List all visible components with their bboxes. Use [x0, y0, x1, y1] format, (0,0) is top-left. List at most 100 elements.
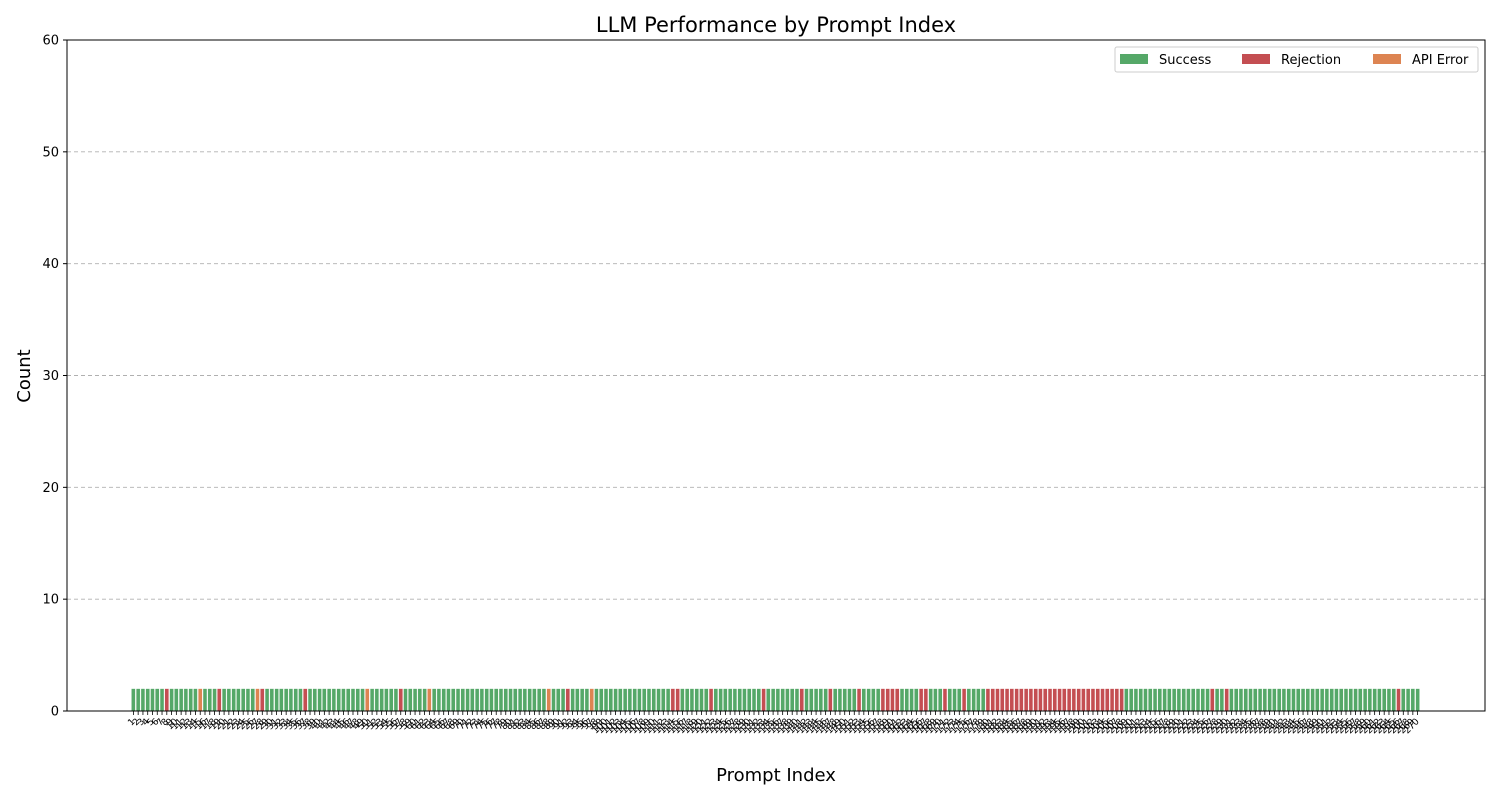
bar-segment [1262, 688, 1267, 712]
bar-segment [1076, 688, 1081, 712]
bar-segment [785, 688, 790, 712]
bar-segment [560, 688, 566, 712]
bar-segment [179, 688, 184, 712]
y-tick-label: 50 [42, 145, 59, 160]
bar-segment [1362, 688, 1368, 712]
chart-title: LLM Performance by Prompt Index [596, 13, 956, 37]
x-tick-label: 5 [145, 717, 156, 728]
bar-segment [140, 688, 146, 712]
legend-frame [1114, 46, 1479, 73]
bar-segment [274, 688, 279, 712]
bar-segment [403, 688, 408, 712]
bar-segment [637, 688, 642, 712]
bar-segment [379, 688, 384, 712]
bar-segment [556, 688, 561, 712]
bar-segment [312, 688, 317, 712]
bar-segment [327, 688, 332, 712]
bar-segment [608, 688, 613, 712]
bar-segment [1014, 688, 1019, 712]
bar-segment [646, 688, 652, 712]
bar-segment [599, 688, 604, 712]
bar-segment [1024, 688, 1029, 712]
bar-segment [365, 688, 370, 712]
legend-swatch-success [1120, 54, 1148, 64]
bar-segment [1124, 688, 1129, 712]
bar-segment [813, 688, 819, 712]
bar-segment [451, 688, 456, 712]
bar-segment [150, 688, 155, 712]
bar-segment [852, 688, 857, 712]
bar-segment [1238, 688, 1244, 712]
bar-segment [818, 688, 823, 712]
bar-segment [914, 688, 919, 712]
bar-segment [842, 688, 847, 712]
bar-segment [131, 688, 136, 712]
bar-segment [1324, 688, 1330, 712]
x-tick-label: 7 [155, 717, 166, 728]
bar-segment [1019, 688, 1024, 712]
bar-segment [1334, 688, 1339, 712]
y-tick-label: 60 [42, 34, 59, 49]
bar-segment [503, 688, 508, 712]
bar-segment [732, 688, 738, 712]
bar-segment [241, 688, 246, 712]
y-tick-label: 0 [51, 705, 59, 720]
bar-segment [207, 688, 212, 712]
bar-segment [1119, 688, 1124, 712]
bar-segment [651, 688, 656, 712]
bar-segment [627, 688, 632, 712]
bar-segment [1000, 688, 1005, 712]
bar-segment [513, 688, 518, 712]
bar-segment [1224, 688, 1229, 712]
bar-segment [408, 688, 413, 712]
bar-segment [1095, 688, 1100, 712]
bar-segment [833, 688, 838, 712]
bar-segment [417, 688, 422, 712]
bar-segment [1382, 688, 1387, 712]
bar-segment [293, 688, 298, 712]
bar-segment [995, 688, 1000, 712]
legend-label-rejection: Rejection [1281, 53, 1341, 68]
bar-segment [933, 688, 938, 712]
bar-segment [384, 688, 389, 712]
bar-segment [212, 688, 217, 712]
bar-segment [1152, 688, 1158, 712]
bar-segment [1410, 688, 1415, 712]
bar-segment [475, 688, 480, 712]
bar-segment [804, 688, 809, 712]
bar-segment [909, 688, 914, 712]
x-tick-label: 6 [150, 717, 161, 728]
bar-segment [899, 688, 905, 712]
bar-segment [1162, 688, 1167, 712]
grid-layer [67, 151, 1485, 600]
bar-segment [1229, 688, 1234, 712]
bar-segment [976, 688, 981, 712]
bar-segment [284, 688, 289, 712]
y-tick-label: 10 [42, 593, 59, 608]
bar-segment [1004, 688, 1010, 712]
bar-segment [193, 688, 198, 712]
bar-segment [1257, 688, 1263, 712]
bar-segment [961, 688, 967, 712]
bar-segment [1401, 688, 1406, 712]
bar-segment [427, 688, 432, 712]
bar-segment [1300, 688, 1306, 712]
bar-segment [346, 688, 351, 712]
bar-segment [990, 688, 995, 712]
bar-segment [1277, 688, 1282, 712]
bar-segment [341, 688, 346, 712]
legend: Success Rejection API Error [1114, 46, 1479, 73]
bar-segment [374, 688, 379, 712]
bar-segment [508, 688, 513, 712]
bar-segment [1100, 688, 1105, 712]
bar-segment [957, 688, 962, 712]
bar-segment [1415, 688, 1420, 712]
bar-segment [465, 688, 470, 712]
bar-segment [198, 688, 203, 712]
bar-segment [718, 688, 723, 712]
bar-segment [221, 688, 227, 712]
bar-segment [1157, 688, 1162, 712]
legend-swatch-rejection [1242, 54, 1270, 64]
